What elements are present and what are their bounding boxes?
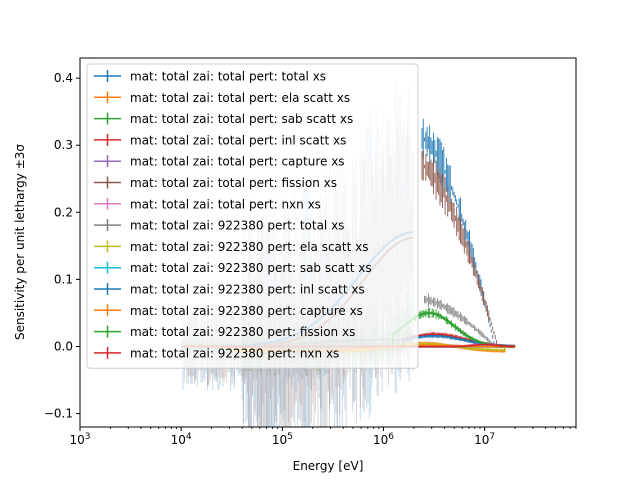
y-axis-label: Sensitivity per unit lethargy ±3σ: [13, 144, 27, 340]
legend-label: mat: total zai: total pert: sab scatt xs: [130, 112, 353, 126]
x-tick-label: 107: [474, 432, 495, 447]
y-tick-label: 0.4: [54, 71, 73, 85]
legend-label: mat: total zai: total pert: total xs: [130, 70, 326, 84]
legend-label: mat: total zai: 922380 pert: ela scatt x…: [130, 240, 369, 254]
x-tick-label: 106: [373, 432, 394, 447]
legend-label: mat: total zai: 922380 pert: sab scatt x…: [130, 261, 372, 275]
x-tick-label: 103: [69, 432, 90, 447]
legend-label: mat: total zai: total pert: fission xs: [130, 176, 337, 190]
legend-label: mat: total zai: 922380 pert: capture xs: [130, 304, 363, 318]
legend-item: mat: total zai: total pert: inl scatt xs: [94, 133, 346, 147]
legend-item: mat: total zai: 922380 pert: nxn xs: [94, 346, 339, 360]
legend-item: mat: total zai: 922380 pert: ela scatt x…: [94, 240, 369, 254]
y-tick-label: 0.0: [54, 339, 73, 353]
legend-item: mat: total zai: total pert: sab scatt xs: [94, 112, 353, 126]
x-tick-label: 105: [272, 432, 293, 447]
legend-label: mat: total zai: 922380 pert: total xs: [130, 219, 344, 233]
legend-label: mat: total zai: 922380 pert: nxn xs: [130, 346, 339, 360]
legend-item: mat: total zai: total pert: fission xs: [94, 176, 337, 190]
legend-label: mat: total zai: 922380 pert: fission xs: [130, 325, 355, 339]
x-axis-label: Energy [eV]: [293, 459, 364, 473]
x-tick-label: 104: [171, 432, 192, 447]
legend-label: mat: total zai: total pert: ela scatt xs: [130, 91, 350, 105]
y-tick-label: 0.1: [54, 272, 73, 286]
legend: mat: total zai: total pert: total xs mat:…: [86, 63, 419, 369]
legend-label: mat: total zai: 922380 pert: inl scatt x…: [130, 283, 365, 297]
legend-item: mat: total zai: total pert: total xs: [94, 70, 326, 84]
plot-frame: [79, 57, 577, 428]
legend-item: mat: total zai: total pert: capture xs: [94, 155, 345, 169]
y-tick-label: 0.3: [54, 138, 73, 152]
legend-label: mat: total zai: total pert: inl scatt xs: [130, 133, 346, 147]
legend-item: mat: total zai: 922380 pert: inl scatt x…: [94, 283, 365, 297]
y-tick-label: −0.1: [44, 407, 73, 421]
legend-label: mat: total zai: total pert: nxn xs: [130, 197, 321, 211]
legend-item: mat: total zai: total pert: nxn xs: [94, 197, 321, 211]
y-tick-label: 0.2: [54, 205, 73, 219]
legend-item: mat: total zai: 922380 pert: sab scatt x…: [94, 261, 372, 275]
legend-item: mat: total zai: 922380 pert: fission xs: [94, 325, 355, 339]
legend-box: [86, 63, 419, 369]
legend-item: mat: total zai: total pert: ela scatt xs: [94, 91, 350, 105]
axis-ticks: 103 104 105 106 107 −0.1 0.0 0.1 0.2 0.3 0.4: [44, 71, 577, 447]
legend-label: mat: total zai: total pert: capture xs: [130, 155, 345, 169]
legend-item: mat: total zai: 922380 pert: total xs: [94, 219, 344, 233]
legend-item: mat: total zai: 922380 pert: capture xs: [94, 304, 363, 318]
